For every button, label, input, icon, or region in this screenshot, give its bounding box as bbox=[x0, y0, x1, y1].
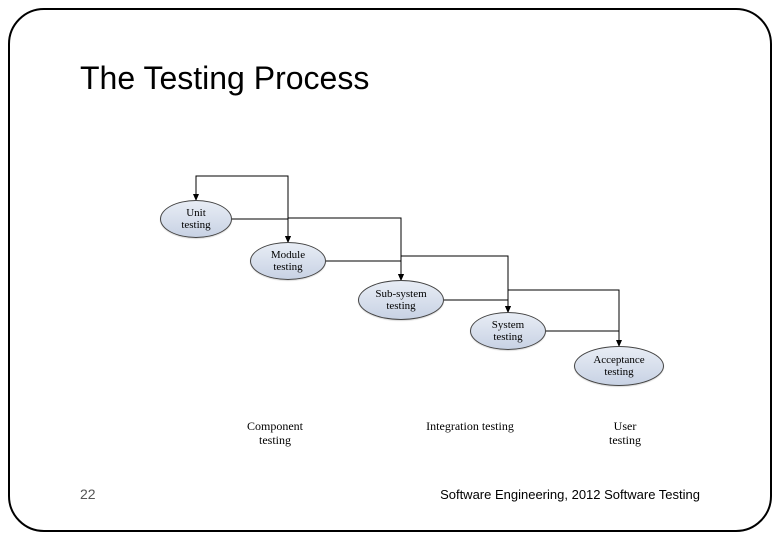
slide-title: The Testing Process bbox=[80, 60, 369, 97]
node-subsystem: Sub-systemtesting bbox=[358, 280, 444, 320]
node-unit: Unittesting bbox=[160, 200, 232, 238]
category-label-1: Integration testing bbox=[410, 420, 530, 434]
page-number: 22 bbox=[80, 486, 96, 502]
testing-process-diagram: Unittesting Moduletesting Sub-systemtestin… bbox=[120, 170, 680, 450]
node-system: Systemtesting bbox=[470, 312, 546, 350]
category-label-2: Usertesting bbox=[590, 420, 660, 448]
slide-frame: The Testing Process Unittesting Moduletes… bbox=[8, 8, 772, 532]
footer-text: Software Engineering, 2012 Software Test… bbox=[440, 487, 700, 502]
node-module: Moduletesting bbox=[250, 242, 326, 280]
category-label-0: Componenttesting bbox=[230, 420, 320, 448]
node-accept: Acceptancetesting bbox=[574, 346, 664, 386]
